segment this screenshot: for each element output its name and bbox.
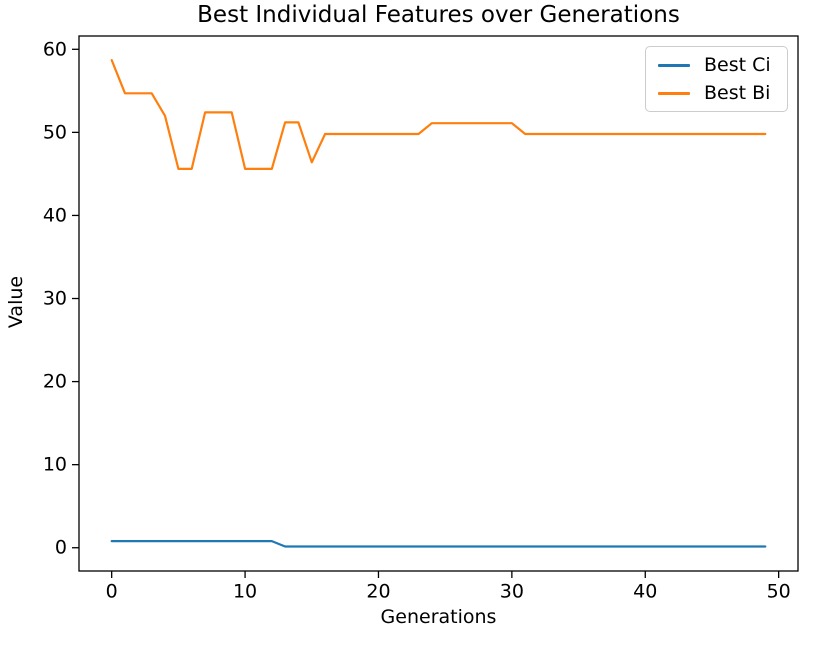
x-tick-label: 0 xyxy=(106,581,118,603)
y-tick-label: 30 xyxy=(43,288,67,310)
x-tick-label: 40 xyxy=(633,581,657,603)
legend-item-best-ci: Best Ci xyxy=(658,51,779,79)
x-tick-label: 20 xyxy=(366,581,390,603)
plot-frame xyxy=(78,35,799,572)
y-tick-label: 50 xyxy=(43,121,67,143)
legend-label-best-bi: Best Bi xyxy=(704,82,771,104)
x-tick-label: 10 xyxy=(233,581,257,603)
y-tick-label: 0 xyxy=(55,537,67,559)
legend: Best Ci Best Bi xyxy=(645,46,788,112)
x-tick-label: 50 xyxy=(767,581,791,603)
legend-item-best-bi: Best Bi xyxy=(658,79,779,107)
legend-label-best-ci: Best Ci xyxy=(704,54,771,76)
legend-line-sample-best-ci xyxy=(658,63,690,67)
y-tick-label: 20 xyxy=(43,371,67,393)
series-line-best-ci xyxy=(110,539,767,548)
chart-title: Best Individual Features over Generation… xyxy=(197,2,680,28)
series-line-best-bi xyxy=(110,58,767,170)
y-tick-label: 40 xyxy=(43,204,67,226)
y-tick-label: 60 xyxy=(43,38,67,60)
x-axis-label: Generations xyxy=(380,606,497,628)
y-tick-label: 10 xyxy=(43,454,67,476)
legend-line-sample-best-bi xyxy=(658,91,690,95)
x-tick-label: 30 xyxy=(500,581,524,603)
